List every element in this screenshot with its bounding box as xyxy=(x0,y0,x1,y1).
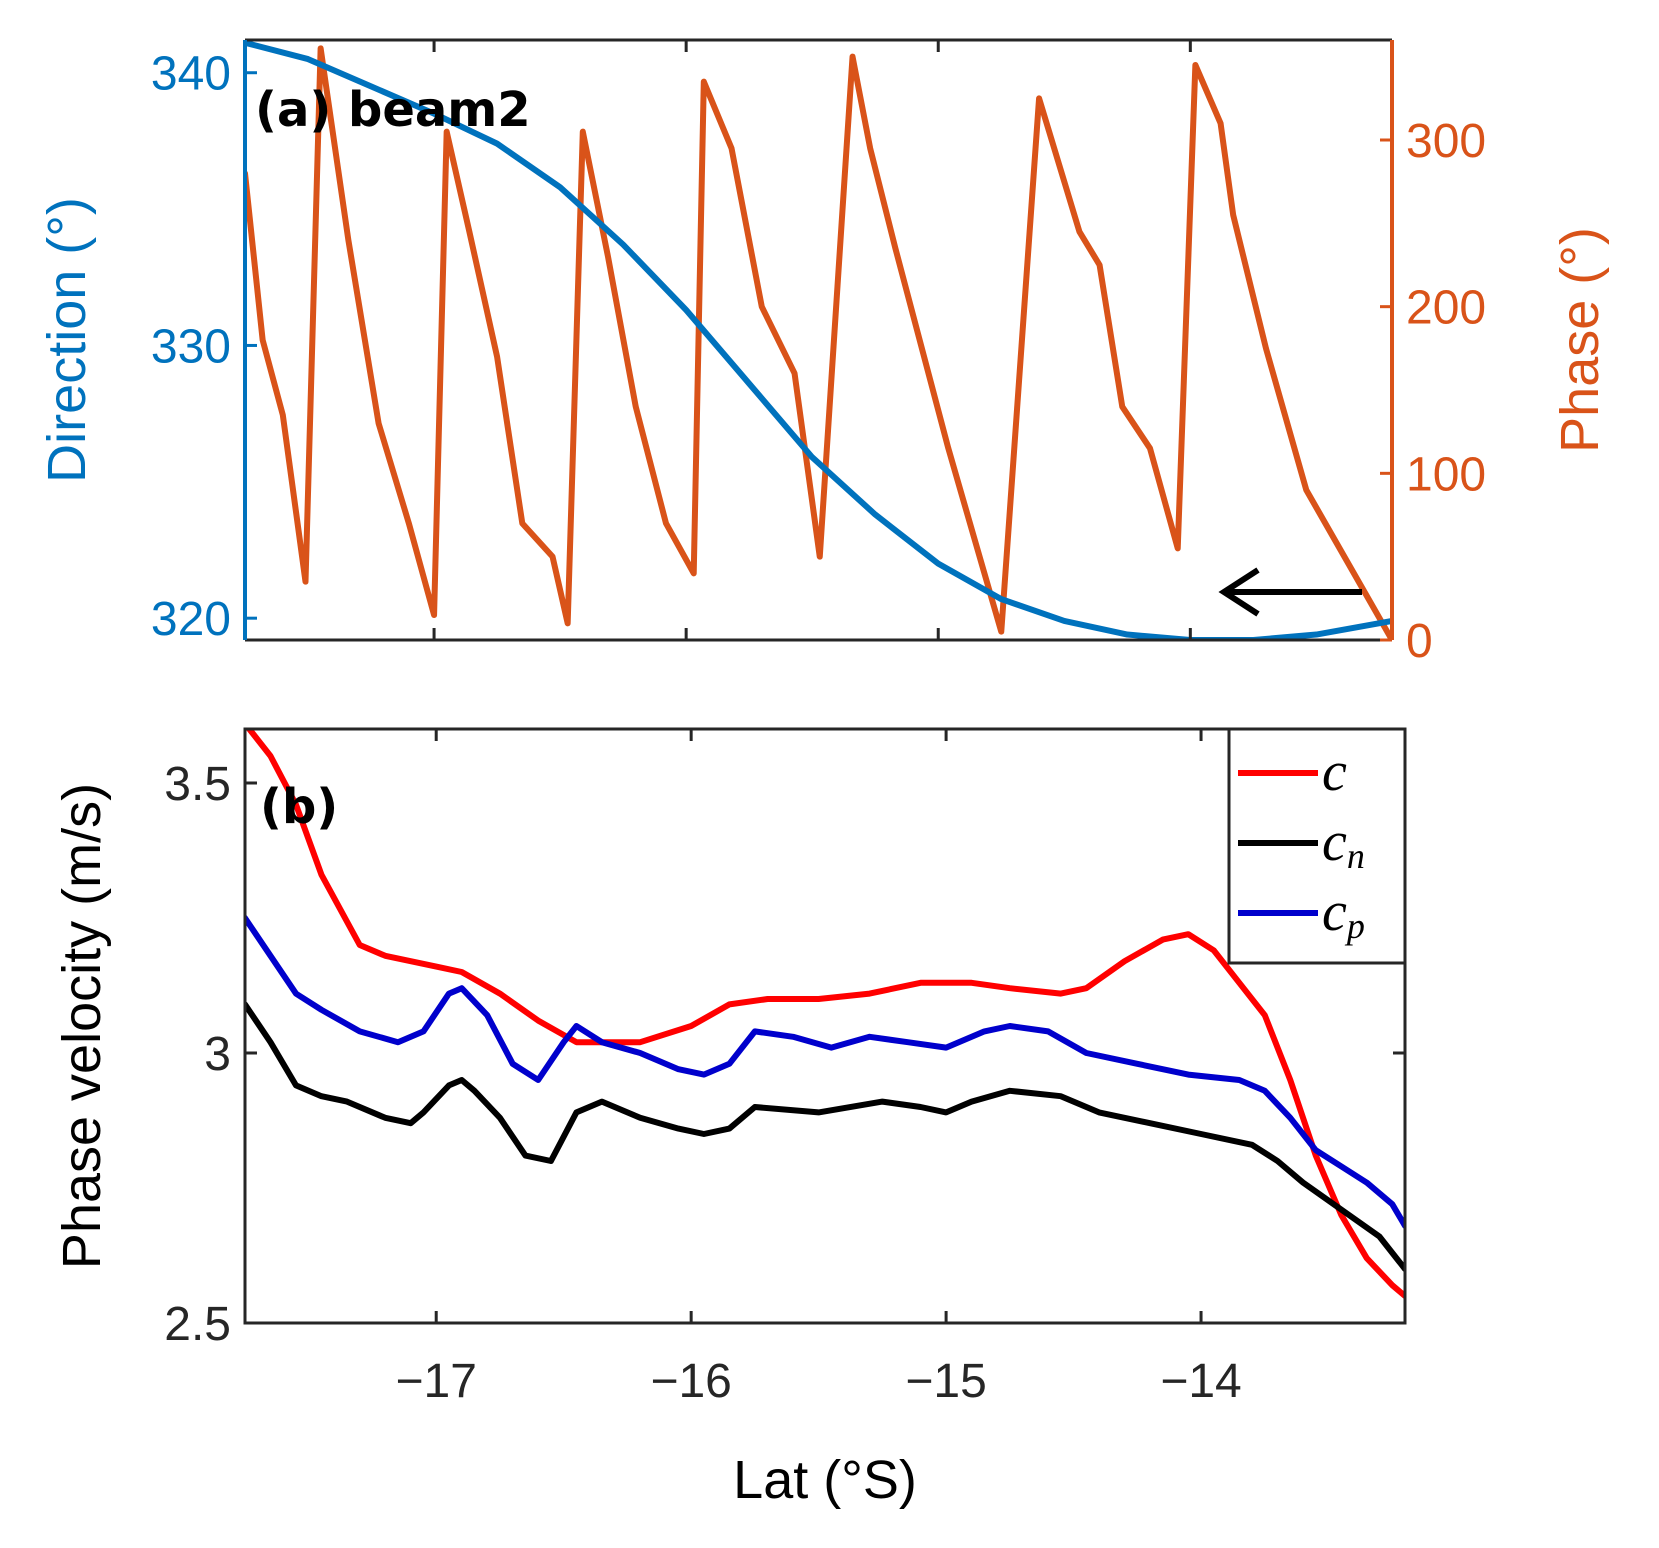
panel-a-series-group xyxy=(245,40,1392,640)
panel-b-y-ticks: 2.5 3 3.5 xyxy=(164,758,1405,1351)
panel-b-plot-area xyxy=(245,729,1405,1323)
direction-axis-title: Direction (°) xyxy=(37,197,97,483)
panel-a-right-ticks: 0 100 200 300 xyxy=(1380,115,1486,668)
panel-b-axes-box xyxy=(243,727,1407,1325)
legend-label-cn-sub: n xyxy=(1347,836,1365,876)
legend-label-cp: cp xyxy=(1322,881,1365,946)
direction-tick-label: 340 xyxy=(151,48,231,101)
y-tick-label: 3 xyxy=(204,1028,231,1081)
panel-b-series-group xyxy=(245,729,1405,1299)
legend-label-cp-main: c xyxy=(1322,881,1347,943)
panel-b: −17 −16 −15 −14 2.5 3 3.5 Lat (°S) Phase velo… xyxy=(52,727,1407,1510)
direction-arrow-annotation xyxy=(1218,567,1362,617)
x-tick-label: −14 xyxy=(1160,1355,1241,1408)
legend-label-c: c xyxy=(1322,741,1347,803)
panel-b-x-ticks: −17 −16 −15 −14 xyxy=(395,729,1242,1408)
panel-a-left-ticks: 320 330 340 xyxy=(151,48,257,646)
phase-tick-label: 300 xyxy=(1406,115,1486,168)
legend-label-cn-main: c xyxy=(1322,811,1347,873)
x-tick-label: −17 xyxy=(395,1355,476,1408)
x-axis-title: Lat (°S) xyxy=(733,1450,917,1510)
panel-a-x-ticks xyxy=(432,40,1192,640)
direction-series-line xyxy=(245,40,1392,640)
phase-tick-label: 200 xyxy=(1406,282,1486,335)
legend-entry-cp: cp xyxy=(1238,881,1365,946)
y-tick-label: 3.5 xyxy=(164,758,231,811)
c-series-line xyxy=(245,729,1405,1299)
direction-tick-label: 320 xyxy=(151,593,231,646)
legend: c cn cp xyxy=(1227,727,1407,965)
panel-a: 320 330 340 0 100 200 300 Direction (°) Phase… xyxy=(37,38,1610,668)
panel-b-label: (b) xyxy=(260,779,338,835)
panel-a-label: (a) beam2 xyxy=(255,82,531,138)
direction-tick-label: 330 xyxy=(151,320,231,373)
phase-tick-label: 0 xyxy=(1406,615,1433,668)
phase-axis-title: Phase (°) xyxy=(1550,227,1610,453)
legend-entry-c: c xyxy=(1238,741,1347,803)
phase-series-line xyxy=(245,45,1392,640)
y-axis-title: Phase velocity (m/s) xyxy=(52,783,112,1269)
y-tick-label: 2.5 xyxy=(164,1298,231,1351)
x-tick-label: −15 xyxy=(905,1355,986,1408)
cp-series-line xyxy=(245,915,1405,1229)
cn-series-line xyxy=(245,1001,1405,1272)
legend-label-cp-sub: p xyxy=(1344,906,1365,946)
x-tick-label: −16 xyxy=(650,1355,731,1408)
legend-label-c-main: c xyxy=(1322,741,1347,803)
arrow-head xyxy=(1218,567,1260,617)
legend-label-cn: cn xyxy=(1322,811,1365,876)
phase-tick-label: 100 xyxy=(1406,448,1486,501)
legend-entry-cn: cn xyxy=(1238,811,1365,876)
